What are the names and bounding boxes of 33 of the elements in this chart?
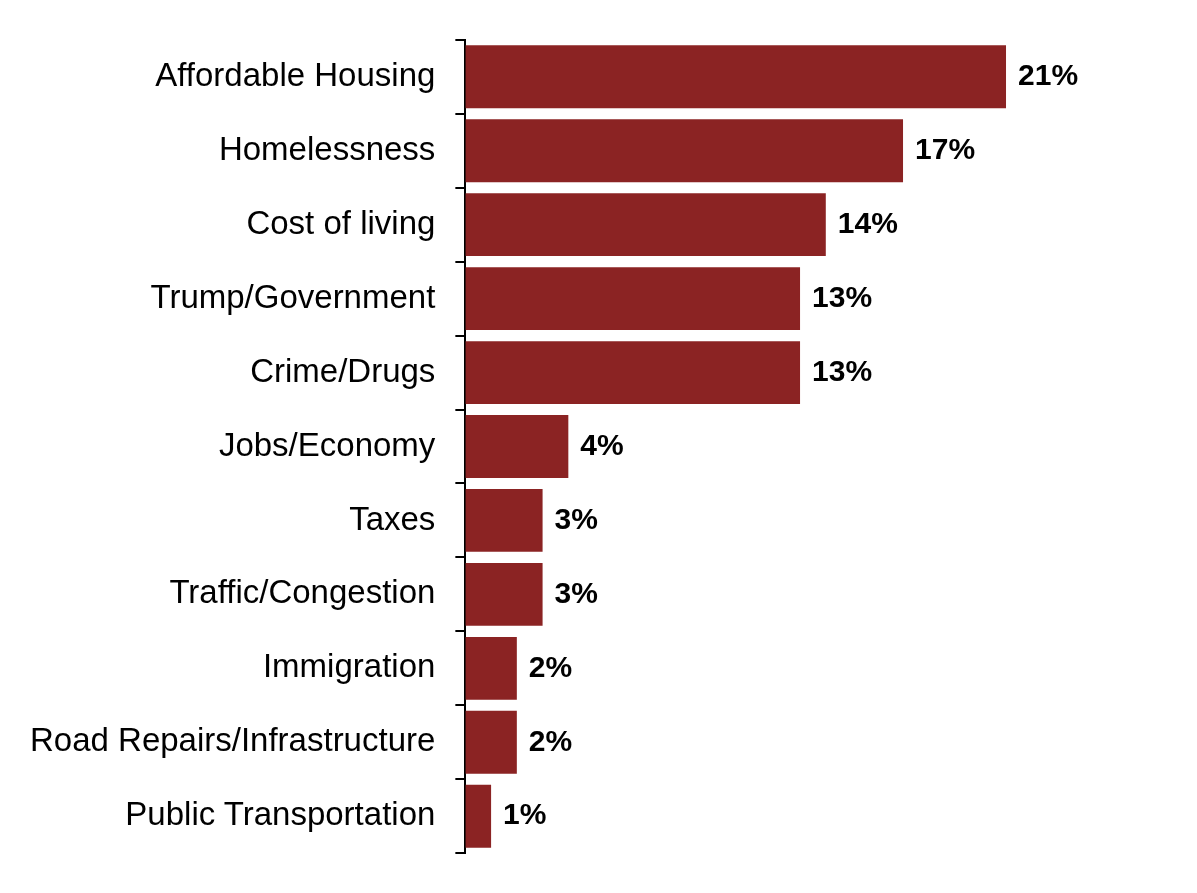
data-label: 17% (915, 131, 976, 165)
data-label: 21% (1018, 58, 1079, 92)
data-label: 1% (503, 797, 547, 831)
y-tick-label: Cost of living (246, 203, 436, 241)
data-label: 3% (554, 501, 598, 535)
y-tick-label: Taxes (349, 499, 436, 537)
bar (465, 562, 543, 626)
y-tick-label: Road Repairs/Infrastructure (29, 721, 436, 759)
data-label: 13% (812, 353, 873, 387)
y-tick-label: Trump/Government (150, 277, 436, 315)
y-tick-label: Homelessness (218, 129, 436, 167)
y-tick-label: Jobs/Economy (218, 425, 436, 463)
bar (465, 415, 569, 478)
data-label: 2% (528, 723, 573, 757)
bar (465, 119, 904, 183)
y-tick-label: Crime/Drugs (250, 351, 436, 389)
data-label: 2% (528, 649, 573, 683)
bar (465, 193, 826, 257)
bar (465, 636, 517, 700)
bar (465, 267, 801, 331)
data-label: 13% (812, 279, 873, 313)
data-label: 14% (837, 205, 898, 239)
y-tick-label: Traffic/Congestion (169, 573, 436, 611)
bar (465, 710, 517, 774)
y-tick-label: Public Transportation (125, 795, 436, 833)
bar (465, 784, 492, 848)
data-label: 4% (580, 427, 624, 461)
bar (465, 341, 801, 404)
y-tick-label: Immigration (262, 647, 436, 685)
bar (465, 489, 543, 552)
y-tick-label: Affordable Housing (155, 55, 436, 93)
bar (465, 45, 1007, 109)
data-label: 3% (554, 575, 598, 609)
